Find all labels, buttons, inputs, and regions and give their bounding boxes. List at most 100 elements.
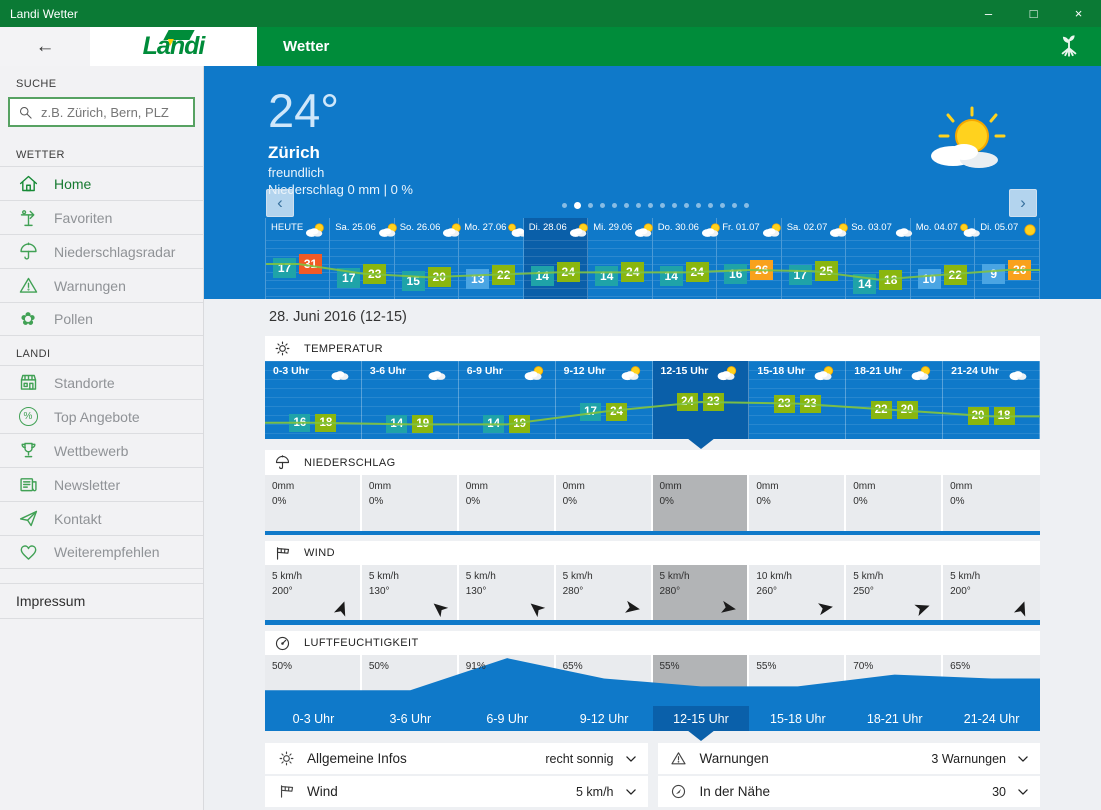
minimize-button[interactable]: – xyxy=(966,0,1011,27)
pagination-dot[interactable] xyxy=(648,203,653,208)
precipitation-hour-column[interactable]: 0mm 0% xyxy=(943,475,1040,531)
wind-hour-column[interactable]: 10 km/h 260° xyxy=(749,565,847,620)
wind-hour-column[interactable]: 5 km/h 200° xyxy=(265,565,362,620)
humidity-band-hour[interactable]: 0-3 Uhr xyxy=(292,711,335,726)
temperature-hour-column[interactable]: 18-21 Uhr 22 20 xyxy=(846,361,944,439)
wind-hour-column[interactable]: 5 km/h 200° xyxy=(943,565,1040,620)
humidity-hour-column[interactable]: 55% xyxy=(652,655,750,706)
accordion-allgemeine-infos[interactable]: Allgemeine Infos recht sonnig xyxy=(265,743,648,774)
precipitation-hour-column[interactable]: 0mm 0% xyxy=(555,475,653,531)
precipitation-hour-column[interactable]: 0mm 0% xyxy=(265,475,362,531)
day-column-mo-27-06[interactable]: Mo. 27.06 13 22 xyxy=(459,218,529,299)
humidity-hour-column[interactable]: 65% xyxy=(555,655,653,706)
temperature-hour-column[interactable]: 15-18 Uhr 23 23 xyxy=(749,361,847,439)
max-temp-chip: 24 xyxy=(685,262,709,283)
humidity-hour-column[interactable]: 70% xyxy=(846,655,944,706)
precipitation-hour-column[interactable]: 0mm 0% xyxy=(846,475,944,531)
pagination-dot[interactable] xyxy=(612,203,617,208)
panel-accent-bar xyxy=(265,531,1040,535)
pagination-dot[interactable] xyxy=(672,203,677,208)
day-column-do-30-06[interactable]: Do. 30.06 14 24 xyxy=(652,218,720,299)
humidity-band-hour[interactable]: 3-6 Uhr xyxy=(389,711,432,726)
day-column-so-26-06[interactable]: So. 26.06 15 20 xyxy=(394,218,462,299)
pagination-dot[interactable] xyxy=(684,203,689,208)
hour-temperature-chips: 20 18 xyxy=(943,407,1039,426)
pagination-dot[interactable] xyxy=(624,203,629,208)
max-temp-chip: 23 xyxy=(363,263,387,284)
temperature-hour-column[interactable]: 21-24 Uhr 20 18 xyxy=(943,361,1040,439)
pagination-dot[interactable] xyxy=(720,203,725,208)
day-column-di-28-06[interactable]: Di. 28.06 14 24 xyxy=(523,218,589,299)
pagination-dot[interactable] xyxy=(562,203,567,208)
temperature-hour-column[interactable]: 0-3 Uhr 16 18 xyxy=(265,361,362,439)
day-column-sa-25-06[interactable]: Sa. 25.06 17 23 xyxy=(330,218,397,299)
humidity-band-hour[interactable]: 21-24 Uhr xyxy=(963,711,1020,726)
wind-direction-value: 280° xyxy=(659,585,681,597)
sidebar-item-wettbewerb[interactable]: Wettbewerb xyxy=(0,433,203,467)
day-column-mo-04-07[interactable]: Mo. 04.07 10 22 xyxy=(910,218,980,299)
humidity-hour-column[interactable]: 65% xyxy=(943,655,1040,706)
close-button[interactable]: × xyxy=(1056,0,1101,27)
wind-hour-column[interactable]: 5 km/h 280° xyxy=(555,565,653,620)
precipitation-hour-column[interactable]: 0mm 0% xyxy=(361,475,459,531)
sidebar-item-home[interactable]: Home xyxy=(0,166,203,200)
sidebar-item-top-angebote[interactable]: % Top Angebote xyxy=(0,399,203,433)
day-column-mi-29-06[interactable]: Mi. 29.06 14 24 xyxy=(588,218,654,299)
back-button[interactable]: ← xyxy=(35,35,55,57)
sidebar-item-niederschlagsradar[interactable]: Niederschlagsradar xyxy=(0,234,203,268)
sidebar-item-impressum[interactable]: Impressum xyxy=(0,583,203,619)
next-page-button[interactable]: › xyxy=(1009,189,1037,217)
day-column-so-03-07[interactable]: So. 03.07 14 18 xyxy=(846,218,913,299)
sidebar-item-kontakt[interactable]: Kontakt xyxy=(0,501,203,535)
wind-hour-column[interactable]: 5 km/h 250° xyxy=(846,565,944,620)
accordion-wind[interactable]: Wind 5 km/h xyxy=(265,776,648,807)
previous-page-button[interactable]: ‹ xyxy=(266,189,294,217)
humidity-hour-column[interactable]: 50% xyxy=(265,655,362,706)
pagination-dot[interactable] xyxy=(696,203,701,208)
pagination-dot[interactable] xyxy=(600,203,605,208)
sidebar-item-newsletter[interactable]: Newsletter xyxy=(0,467,203,501)
humidity-hour-column[interactable]: 50% xyxy=(361,655,459,706)
pagination-dot[interactable] xyxy=(636,203,641,208)
humidity-hour-column[interactable]: 55% xyxy=(749,655,847,706)
sidebar-item-weiterempfehlen[interactable]: Weiterempfehlen xyxy=(0,535,203,569)
day-column-di-05-07[interactable]: Di. 05.07 9 26 xyxy=(975,218,1040,299)
day-column-fr-01-07[interactable]: Fr. 01.07 16 26 xyxy=(717,218,782,299)
temperature-hour-column[interactable]: 12-15 Uhr 24 23 xyxy=(652,361,750,439)
temperature-hour-column[interactable]: 3-6 Uhr 14 19 xyxy=(361,361,459,439)
accordion-in-der-nähe[interactable]: In der Nähe 30 xyxy=(657,776,1040,807)
min-temp-chip: 15 xyxy=(401,271,425,292)
humidity-band-hour[interactable]: 6-9 Uhr xyxy=(486,711,529,726)
maximize-button[interactable]: □ xyxy=(1011,0,1056,27)
day-column-heute[interactable]: HEUTE 17 31 xyxy=(266,218,331,299)
pagination-dot[interactable] xyxy=(744,203,749,208)
humidity-band-hour[interactable]: 9-12 Uhr xyxy=(579,711,629,726)
precipitation-hour-column[interactable]: 0mm 0% xyxy=(458,475,556,531)
precipitation-panel: NIEDERSCHLAG 0mm 0% 0mm 0% 0mm 0% 0mm 0% 0mm 0% 0m… xyxy=(265,450,1040,535)
pagination-dot[interactable] xyxy=(588,203,593,208)
humidity-band-hour[interactable]: 12-15 Uhr xyxy=(652,706,750,731)
humidity-band-hour[interactable]: 15-18 Uhr xyxy=(770,711,826,726)
accordion-warnungen[interactable]: Warnungen 3 Warnungen xyxy=(657,743,1040,774)
sidebar-item-pollen[interactable]: ✿ Pollen xyxy=(0,302,203,336)
precipitation-hour-column[interactable]: 0mm 0% xyxy=(652,475,750,531)
search-input[interactable] xyxy=(41,104,217,120)
sidebar-item-favoriten[interactable]: Favoriten xyxy=(0,200,203,234)
pagination-dot[interactable] xyxy=(574,202,581,209)
plant-icon[interactable] xyxy=(1055,32,1083,62)
day-label: Mo. 04.07 xyxy=(915,222,958,233)
sidebar-item-standorte[interactable]: Standorte xyxy=(0,365,203,399)
day-column-sa-02-07[interactable]: Sa. 02.07 17 25 xyxy=(781,218,849,299)
wind-hour-column[interactable]: 5 km/h 130° xyxy=(361,565,459,620)
pagination-dot[interactable] xyxy=(732,203,737,208)
precipitation-hour-column[interactable]: 0mm 0% xyxy=(749,475,847,531)
temperature-hour-column[interactable]: 9-12 Uhr 17 24 xyxy=(555,361,653,439)
wind-hour-column[interactable]: 5 km/h 280° xyxy=(652,565,750,620)
temperature-hour-column[interactable]: 6-9 Uhr 14 19 xyxy=(458,361,556,439)
wind-hour-column[interactable]: 5 km/h 130° xyxy=(458,565,556,620)
pagination-dot[interactable] xyxy=(708,203,713,208)
humidity-hour-column[interactable]: 91% xyxy=(458,655,556,706)
sidebar-item-warnungen[interactable]: Warnungen xyxy=(0,268,203,302)
humidity-band-hour[interactable]: 18-21 Uhr xyxy=(866,711,923,726)
pagination-dot[interactable] xyxy=(660,203,665,208)
